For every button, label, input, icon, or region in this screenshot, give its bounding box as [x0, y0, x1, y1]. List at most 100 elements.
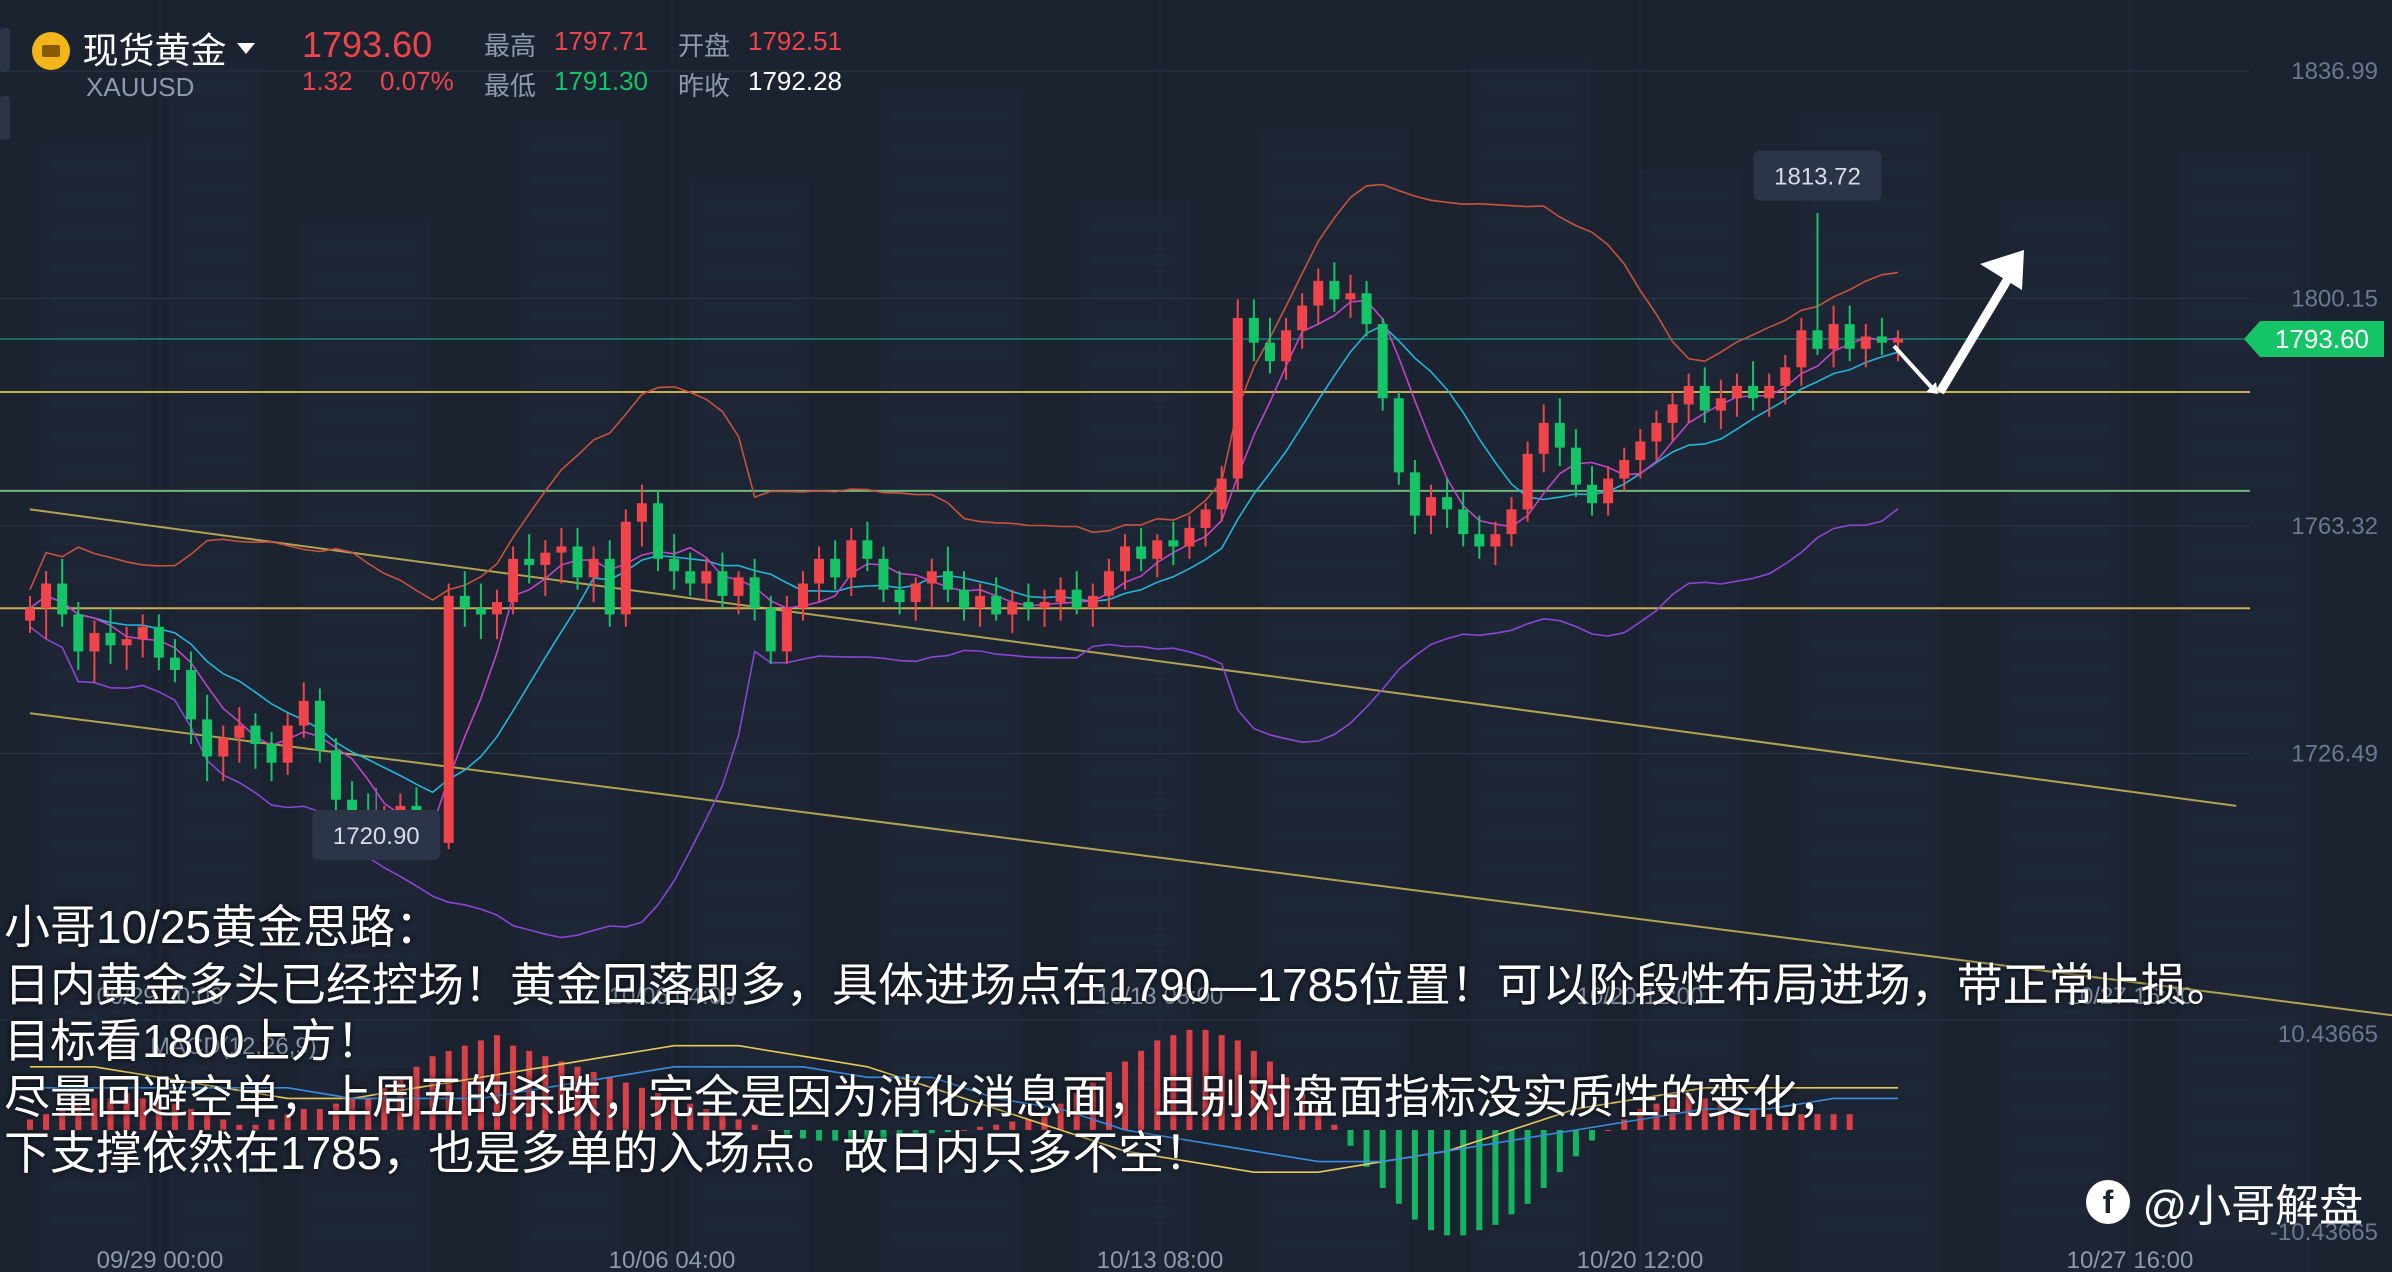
candles-group	[25, 212, 1903, 850]
candle-body-28	[475, 608, 486, 615]
macd-bar-16	[284, 1114, 291, 1130]
macd-bar-98	[1605, 1130, 1612, 1131]
candle-body-16	[282, 725, 293, 763]
x-tick-label-3: 10/20 12:00	[1577, 983, 1704, 1010]
macd-bar-52	[864, 1130, 871, 1141]
macd-bar-91	[1492, 1130, 1499, 1225]
candle-body-60	[991, 595, 1002, 615]
candle-body-91	[1490, 534, 1501, 547]
macd-bar-89	[1460, 1130, 1467, 1236]
macd-bar-53	[880, 1130, 887, 1139]
candle-body-13	[234, 725, 245, 738]
candle-body-95	[1554, 422, 1565, 448]
symbol-code: XAUUSD	[86, 72, 195, 102]
open-value: 1792.51	[748, 26, 842, 56]
candle-body-90	[1474, 534, 1485, 547]
building-8	[1470, 60, 1590, 1272]
macd-bar-46	[767, 1130, 774, 1131]
watermark: f @小哥解盘	[2086, 1170, 2363, 1231]
macd-bar-35	[590, 1072, 597, 1130]
candle-body-58	[959, 589, 969, 609]
macd-bar-110	[1798, 1114, 1805, 1130]
candle-body-83	[1361, 293, 1372, 325]
macd-bar-57	[944, 1130, 951, 1133]
candle-body-86	[1409, 472, 1420, 516]
candle-body-102	[1667, 404, 1678, 423]
x-tick-label-bottom-0: 09/29 00:00	[97, 1247, 224, 1272]
candle-body-42	[701, 571, 712, 584]
macd-bar-87	[1428, 1130, 1434, 1231]
low-marker-box	[312, 809, 441, 860]
annotation-line-3: 目标看1800上方！	[4, 1015, 383, 1067]
pullback-arrowhead	[1926, 382, 1938, 394]
macd-bar-79	[1299, 1093, 1306, 1130]
candle-body-110	[1796, 330, 1807, 368]
macd-bar-41	[687, 1103, 694, 1130]
price-change-pct: 0.07%	[380, 66, 454, 96]
macd-label: MACD(12,26,9)	[150, 1033, 317, 1060]
candle-body-31	[524, 558, 535, 565]
candle-body-3	[73, 614, 84, 652]
macd-bar-55	[912, 1130, 919, 1136]
macd-bar-68	[1122, 1061, 1129, 1130]
candle-body-7	[137, 626, 148, 640]
candle-body-81	[1329, 280, 1340, 300]
candle-body-12	[218, 737, 229, 757]
candle-body-47	[781, 608, 792, 652]
candle-body-27	[459, 595, 470, 609]
macd-bar-38	[638, 1087, 645, 1130]
candle-body-80	[1313, 280, 1324, 306]
macd-bar-21	[365, 1098, 372, 1130]
open-label: 开盘	[678, 31, 731, 61]
prev-close-label: 昨收	[678, 71, 731, 101]
symbol-selector[interactable]: 现货黄金	[32, 22, 255, 72]
macd-bar-12	[220, 1119, 227, 1130]
macd-bar-6	[123, 1093, 130, 1130]
macd-bar-111	[1814, 1114, 1821, 1130]
candle-body-14	[250, 725, 261, 745]
macd-bar-17	[300, 1108, 307, 1130]
candle-body-53	[878, 558, 889, 590]
candle-body-112	[1828, 324, 1839, 349]
macd-bar-85	[1395, 1130, 1402, 1204]
candle-body-73	[1200, 509, 1211, 528]
candle-body-101	[1651, 422, 1662, 442]
macd-bar-107	[1750, 1108, 1757, 1130]
macd-bar-83	[1363, 1130, 1370, 1167]
candle-body-64	[1055, 589, 1066, 603]
candle-body-48	[797, 583, 808, 609]
x-tick-label-0: 09/29 00:00	[97, 983, 224, 1010]
candle-body-0	[25, 608, 35, 621]
macd-bar-58	[961, 1130, 967, 1131]
x-tick-label-bottom-4: 10/27 16:00	[2067, 1247, 2194, 1272]
candle-body-77	[1264, 342, 1275, 362]
macd-bar-47	[783, 1130, 790, 1136]
chevron-down-icon	[236, 42, 255, 54]
macd-bar-50	[832, 1130, 839, 1141]
candle-body-40	[669, 558, 680, 572]
macd-bar-15	[268, 1119, 275, 1130]
macd-bar-14	[252, 1124, 259, 1130]
candle-body-82	[1345, 293, 1356, 300]
candle-body-93	[1522, 453, 1533, 510]
candle-body-75	[1232, 317, 1243, 479]
macd-bar-95	[1556, 1130, 1563, 1173]
macd-bar-63	[1041, 1114, 1048, 1130]
macd-bar-62	[1025, 1119, 1032, 1130]
building-5	[880, 90, 1020, 1272]
candle-body-15	[266, 744, 277, 763]
x-tick-label-bottom-3: 10/20 12:00	[1577, 1247, 1704, 1272]
candle-body-26	[443, 595, 454, 843]
macd-bar-36	[606, 1077, 613, 1130]
candle-body-74	[1216, 478, 1227, 510]
macd-bar-51	[848, 1130, 855, 1143]
macd-bar-86	[1411, 1130, 1418, 1220]
candle-body-70	[1152, 540, 1163, 559]
candle-body-113	[1844, 324, 1855, 349]
macd-bar-25	[429, 1056, 436, 1130]
macd-bar-113	[1846, 1114, 1853, 1130]
candle-body-88	[1442, 497, 1453, 510]
candle-body-19	[330, 750, 341, 800]
